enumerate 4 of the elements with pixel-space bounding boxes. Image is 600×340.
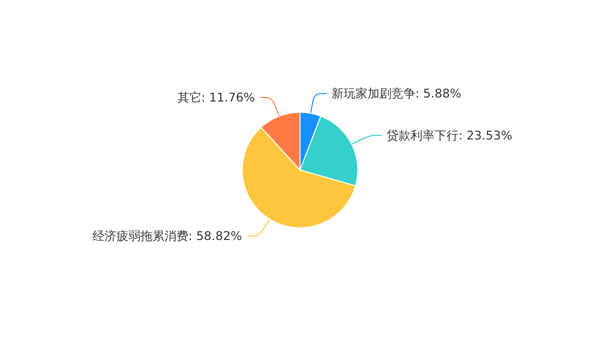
slice-label: 其它: 11.76% [177,90,255,104]
slice-label: 新玩家加剧竞争: 5.88% [331,86,462,101]
slice-label: 经济疲弱拖累消费: 58.82% [92,229,242,244]
slice-label: 贷款利率下行: 23.53% [386,128,512,142]
